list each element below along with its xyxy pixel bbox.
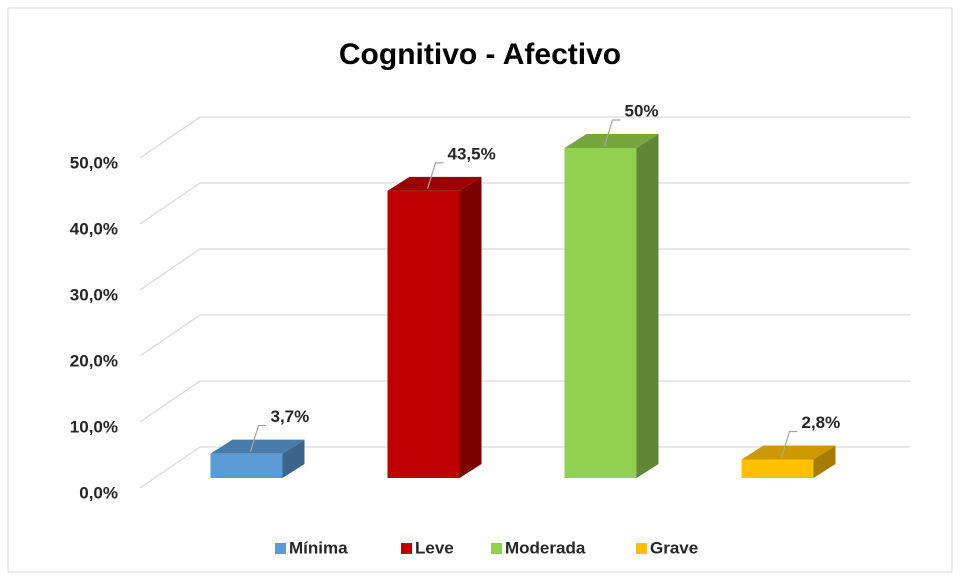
legend-swatch (636, 543, 647, 554)
bar-top (741, 445, 836, 460)
y-tick-label: 10,0% (70, 417, 118, 436)
data-label: 43,5% (448, 144, 496, 163)
data-label: 3,7% (271, 407, 310, 426)
grid-line (139, 182, 910, 225)
grid-line (139, 248, 910, 291)
bar-side (813, 445, 836, 478)
chart-title: Cognitivo - Afectivo (339, 38, 621, 71)
bar (564, 134, 659, 478)
legend-label: Leve (415, 538, 454, 557)
bar (741, 445, 836, 478)
y-tick-label: 20,0% (70, 351, 118, 370)
leader-line (249, 424, 267, 452)
legend-swatch (401, 543, 412, 554)
bar-side (636, 134, 659, 478)
bar (387, 176, 482, 478)
bar-top (564, 134, 659, 148)
legend-label: Grave (650, 538, 698, 557)
grid-line (139, 446, 910, 489)
y-tick-label: 0,0% (79, 483, 118, 502)
bar-top (387, 176, 482, 191)
grid-line (139, 314, 910, 357)
bar (210, 439, 305, 478)
bar-side (282, 439, 305, 478)
data-label: 2,8% (802, 413, 841, 432)
grid-line (139, 380, 910, 423)
y-tick-label: 30,0% (70, 285, 118, 304)
bar-front (210, 453, 283, 478)
bar-front (387, 190, 460, 478)
legend-swatch (491, 543, 502, 554)
leader-line (780, 430, 798, 458)
bar-front (564, 148, 637, 478)
leader-line (426, 162, 444, 190)
legend-label: Moderada (505, 538, 586, 557)
y-tick-label: 50,0% (70, 153, 118, 172)
bar-top (210, 439, 305, 454)
legend-label: Mínima (289, 538, 348, 557)
leader-line (603, 119, 621, 147)
grid-line (139, 116, 910, 159)
bar-side (459, 176, 482, 478)
data-label: 50% (625, 101, 659, 120)
legend-swatch (275, 543, 286, 554)
bar-front (741, 459, 814, 478)
y-tick-label: 40,0% (70, 219, 118, 238)
